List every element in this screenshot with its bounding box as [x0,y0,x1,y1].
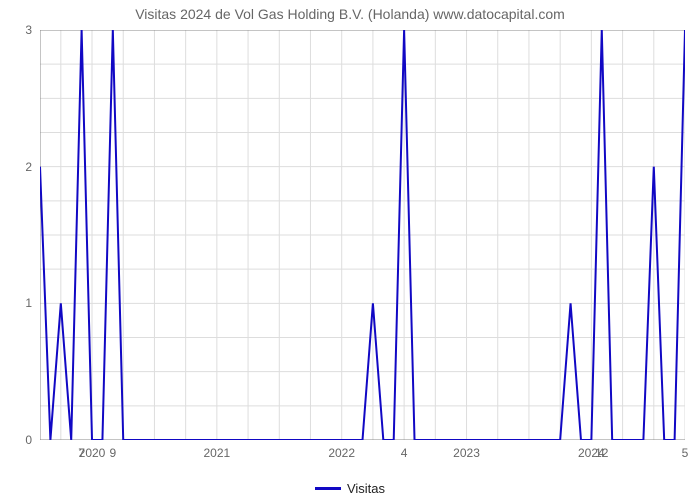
chart-title: Visitas 2024 de Vol Gas Holding B.V. (Ho… [0,6,700,22]
x-tick-label: 2021 [203,446,230,460]
y-tick-label: 1 [0,296,32,310]
y-tick-label: 0 [0,433,32,447]
point-label: 4 [401,446,408,460]
y-tick-label: 3 [0,23,32,37]
point-label: 5 [682,446,689,460]
legend: Visitas [0,477,700,496]
chart-container: Visitas 2024 de Vol Gas Holding B.V. (Ho… [0,0,700,500]
x-tick-label: 2022 [328,446,355,460]
x-tick-label: 2023 [453,446,480,460]
legend-item: Visitas [315,481,385,496]
legend-swatch [315,487,341,490]
chart-svg [40,30,685,440]
legend-label: Visitas [347,481,385,496]
plot-area [40,30,685,440]
y-tick-label: 2 [0,160,32,174]
point-label: 12 [595,446,608,460]
point-label: 9 [109,446,116,460]
point-label: 7 [78,446,85,460]
